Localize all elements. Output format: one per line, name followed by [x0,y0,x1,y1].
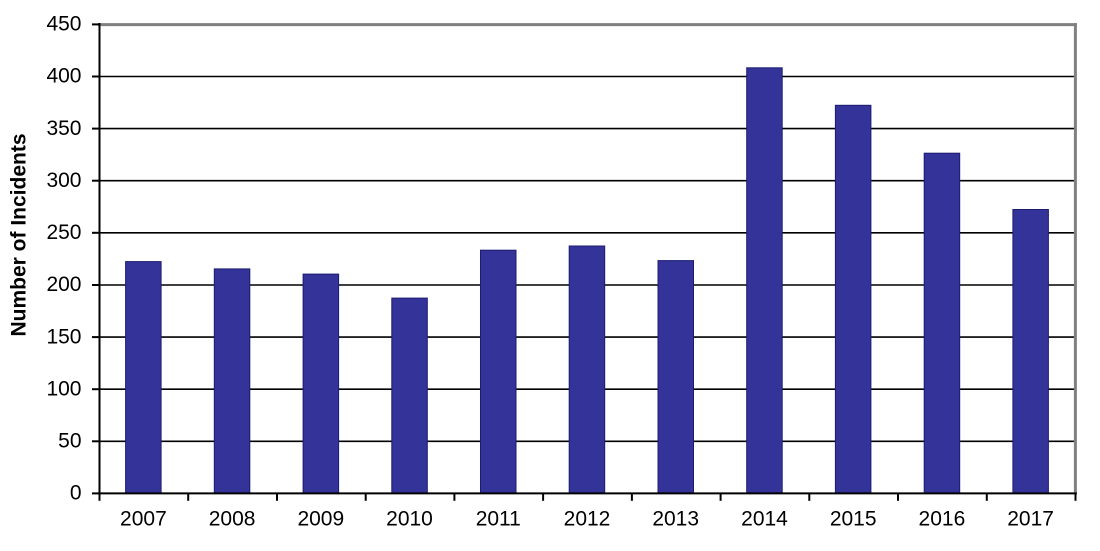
svg-text:2007: 2007 [120,508,167,531]
svg-text:2012: 2012 [564,508,611,531]
svg-text:100: 100 [46,377,81,400]
svg-text:2014: 2014 [741,508,788,531]
svg-text:2009: 2009 [297,508,344,531]
svg-text:2017: 2017 [1007,508,1054,531]
svg-text:2013: 2013 [652,508,699,531]
svg-text:50: 50 [58,430,81,453]
svg-text:200: 200 [46,273,81,296]
svg-text:150: 150 [46,325,81,348]
svg-text:2015: 2015 [830,508,877,531]
svg-text:250: 250 [46,221,81,244]
svg-text:350: 350 [46,117,81,140]
svg-text:2008: 2008 [209,508,256,531]
svg-text:0: 0 [70,482,82,505]
svg-text:2010: 2010 [386,508,433,531]
svg-text:2016: 2016 [919,508,966,531]
svg-text:Number of Incidents: Number of Incidents [8,133,31,336]
svg-text:450: 450 [46,13,81,36]
svg-text:2011: 2011 [476,508,521,531]
svg-text:300: 300 [46,169,81,192]
svg-text:400: 400 [46,65,81,88]
